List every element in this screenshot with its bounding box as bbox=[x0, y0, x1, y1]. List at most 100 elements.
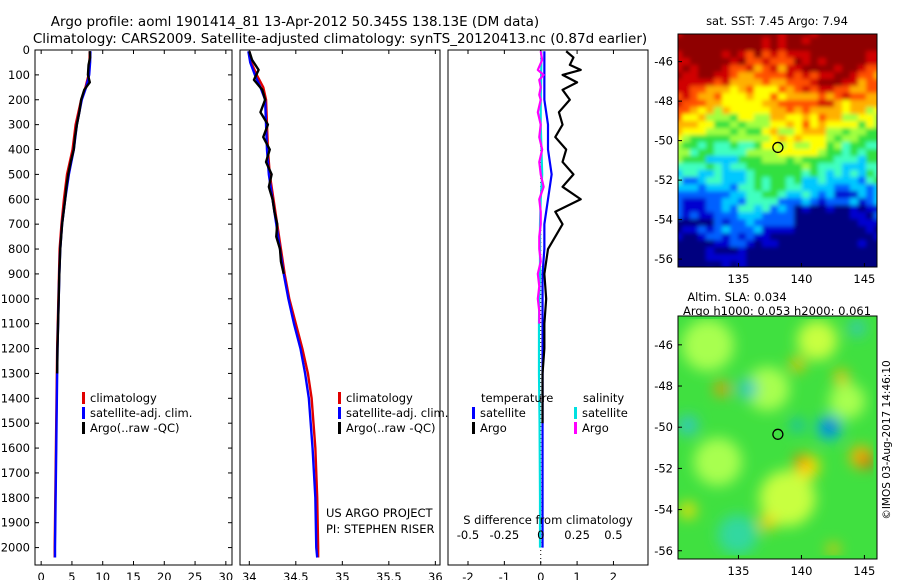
sst-cell bbox=[826, 226, 835, 234]
sla-anomaly bbox=[759, 514, 776, 531]
sst-cell bbox=[698, 107, 707, 115]
sst-cell bbox=[778, 163, 787, 171]
sst-cell bbox=[858, 184, 867, 192]
sst-cell bbox=[810, 205, 819, 213]
sst-cell bbox=[874, 107, 877, 115]
sst-cell bbox=[754, 205, 763, 213]
sst-cell bbox=[834, 156, 843, 164]
y-tick-label: 1000 bbox=[1, 292, 30, 306]
sst-cell bbox=[842, 170, 851, 178]
sst-cell bbox=[826, 142, 835, 150]
sst-cell bbox=[690, 198, 699, 206]
sst-cell bbox=[818, 177, 827, 185]
sst-cell bbox=[770, 72, 779, 80]
sst-cell bbox=[842, 163, 851, 171]
sst-cell bbox=[778, 93, 787, 101]
sst-cell bbox=[874, 51, 877, 59]
y-tick-label: 1500 bbox=[1, 416, 30, 430]
sst-cell bbox=[810, 58, 819, 66]
sst-cell bbox=[770, 121, 779, 129]
sst-cell bbox=[678, 51, 683, 59]
sst-cell bbox=[698, 198, 707, 206]
sst-cell bbox=[826, 135, 835, 143]
sst-cell bbox=[714, 184, 723, 192]
sst-cell bbox=[858, 191, 867, 199]
sst-cell bbox=[866, 58, 875, 66]
sst-cell bbox=[762, 93, 771, 101]
sst-cell bbox=[770, 177, 779, 185]
sst-cell bbox=[802, 135, 811, 143]
sst-cell bbox=[778, 37, 787, 45]
sst-cell bbox=[818, 198, 827, 206]
sst-cell bbox=[682, 184, 691, 192]
sst-cell bbox=[778, 226, 787, 234]
sst-cell bbox=[818, 219, 827, 227]
sst-cell bbox=[826, 107, 835, 115]
sst-cell bbox=[698, 170, 707, 178]
sst-cell bbox=[698, 142, 707, 150]
sst-cell bbox=[858, 34, 867, 38]
sst-cell bbox=[690, 107, 699, 115]
sst-cell bbox=[834, 37, 843, 45]
sst-cell bbox=[730, 51, 739, 59]
sla-anomaly bbox=[745, 366, 790, 411]
sst-cell bbox=[826, 163, 835, 171]
sst-cell bbox=[682, 156, 691, 164]
sst-cell bbox=[866, 107, 875, 115]
sst-cell bbox=[690, 51, 699, 59]
sst-cell bbox=[714, 135, 723, 143]
sst-cell bbox=[682, 247, 691, 255]
sst-cell bbox=[714, 261, 723, 267]
sst-cell bbox=[786, 191, 795, 199]
sst-cell bbox=[698, 247, 707, 255]
sst-cell bbox=[858, 261, 867, 267]
sst-cell bbox=[770, 93, 779, 101]
series-line-climatology bbox=[53, 51, 91, 558]
sst-cell bbox=[754, 247, 763, 255]
sst-cell bbox=[682, 44, 691, 52]
sst-cell bbox=[778, 128, 787, 136]
sst-cell bbox=[682, 86, 691, 94]
y-tick-label: -56 bbox=[654, 252, 673, 266]
sst-cell bbox=[842, 261, 851, 267]
sst-cell bbox=[730, 65, 739, 73]
sst-cell bbox=[714, 65, 723, 73]
sst-cell bbox=[678, 205, 683, 213]
sst-cell bbox=[730, 156, 739, 164]
sst-cell bbox=[866, 205, 875, 213]
sst-cell bbox=[874, 170, 877, 178]
sst-cell bbox=[678, 65, 683, 73]
sst-cell bbox=[850, 226, 859, 234]
sst-cell bbox=[738, 79, 747, 87]
sst-cell bbox=[730, 135, 739, 143]
x-tick-label: 15 bbox=[126, 570, 141, 580]
sst-cell bbox=[698, 240, 707, 248]
sst-cell bbox=[678, 72, 683, 80]
sst-cell bbox=[802, 240, 811, 248]
sst-cell bbox=[842, 135, 851, 143]
legend-swatch bbox=[338, 422, 341, 434]
sst-cell bbox=[794, 156, 803, 164]
legend-swatch bbox=[574, 407, 577, 419]
sst-cell bbox=[762, 149, 771, 157]
sst-cell bbox=[786, 261, 795, 267]
sst-cell bbox=[794, 254, 803, 262]
sst-cell bbox=[778, 65, 787, 73]
sst-map-panel: sat. SST: 7.45 Argo: 7.94 135 140 145 -46 -48… bbox=[654, 14, 878, 286]
sst-cell bbox=[834, 198, 843, 206]
series-group bbox=[247, 50, 320, 558]
sst-cell bbox=[770, 142, 779, 150]
sst-cell bbox=[714, 44, 723, 52]
y-tick-label: -48 bbox=[654, 379, 673, 393]
sst-cell bbox=[834, 135, 843, 143]
sst-cell bbox=[850, 135, 859, 143]
sst-cell bbox=[842, 114, 851, 122]
sst-cell bbox=[810, 191, 819, 199]
sst-cell bbox=[706, 107, 715, 115]
annotation-line-2: PI: STEPHEN RISER bbox=[326, 522, 435, 536]
sst-cell bbox=[866, 177, 875, 185]
sst-cell bbox=[682, 219, 691, 227]
sst-cell bbox=[786, 34, 795, 38]
sst-cell bbox=[858, 219, 867, 227]
